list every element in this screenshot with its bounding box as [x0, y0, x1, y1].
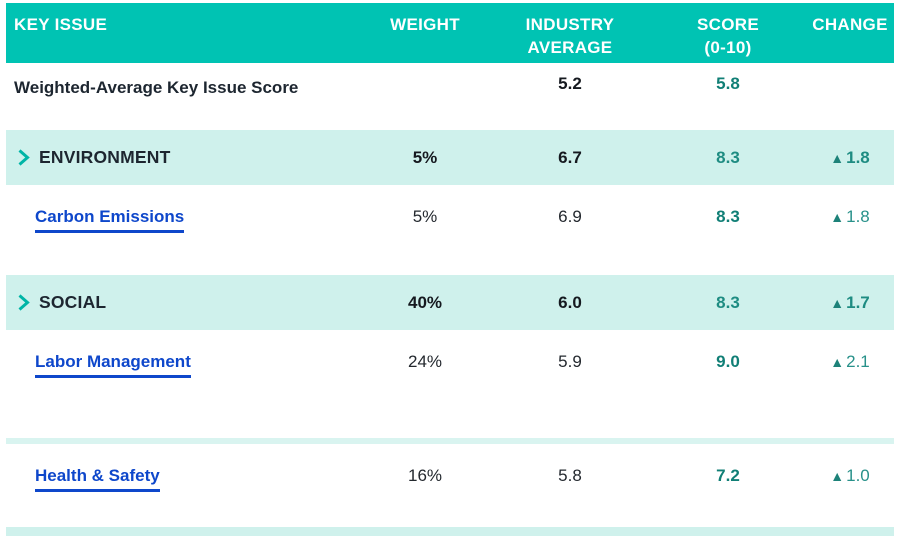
col-header-key-issue: KEY ISSUE	[6, 3, 360, 63]
col-header-score: SCORE (0-10)	[650, 3, 806, 63]
next-section-row-partial	[6, 527, 894, 536]
change-cell: ▲ 1.7	[806, 293, 894, 313]
key-issue-cell: SOCIAL	[6, 292, 360, 313]
col-header-label: SCORE	[697, 15, 759, 34]
table-row-carbon-emissions: Carbon Emissions 5% 6.9 8.3 ▲ 1.8	[6, 185, 894, 275]
change-value: 1.8	[846, 147, 870, 167]
weight-cell: 24%	[407, 352, 443, 371]
chevron-right-icon[interactable]	[17, 148, 30, 167]
section-label: ENVIRONMENT	[39, 147, 171, 167]
weight-cell	[360, 63, 490, 130]
row-separator	[6, 438, 894, 444]
summary-label: Weighted-Average Key Issue Score	[14, 78, 299, 97]
change-cell: ▲ 1.0	[806, 444, 894, 527]
industry-average-cell: 6.9	[558, 207, 582, 226]
score-cell: 5.8	[716, 74, 740, 93]
table-row-health-safety: Health & Safety 16% 5.8 7.2 ▲ 1.0	[6, 444, 894, 527]
key-issue-cell: Health & Safety	[6, 444, 360, 527]
col-header-label: CHANGE	[812, 15, 888, 34]
score-cell: 8.3	[716, 207, 740, 226]
score-cell: 8.3	[716, 292, 740, 312]
key-issue-cell: Weighted-Average Key Issue Score	[6, 63, 360, 130]
weight-cell: 40%	[407, 292, 443, 312]
col-header-label: INDUSTRY	[525, 15, 615, 34]
industry-average-cell: 6.7	[558, 147, 582, 167]
section-row-environment[interactable]: ENVIRONMENT 5% 6.7 8.3 ▲ 1.8	[6, 130, 894, 185]
triangle-up-icon: ▲	[830, 294, 845, 311]
change-value: 1.7	[846, 292, 870, 312]
change-cell: ▲ 1.8	[806, 185, 894, 275]
key-issues-table: KEY ISSUE WEIGHT INDUSTRY AVERAGE SCORE …	[6, 3, 894, 536]
col-header-industry-average: INDUSTRY AVERAGE	[490, 3, 650, 63]
key-issue-cell: Carbon Emissions	[6, 185, 360, 275]
triangle-up-icon: ▲	[830, 354, 845, 370]
triangle-up-icon: ▲	[830, 149, 845, 166]
key-issue-link[interactable]: Carbon Emissions	[35, 207, 185, 233]
industry-average-cell: 5.8	[558, 466, 582, 485]
table-row-labor-management: Labor Management 24% 5.9 9.0 ▲ 2.1	[6, 330, 894, 438]
summary-row: Weighted-Average Key Issue Score 5.2 5.8	[6, 63, 894, 130]
change-value: 1.0	[846, 466, 870, 485]
industry-average-cell: 5.2	[558, 74, 582, 93]
col-header-weight: WEIGHT	[360, 3, 490, 63]
change-value: 1.8	[846, 207, 870, 226]
industry-average-cell: 6.0	[558, 292, 582, 312]
score-cell: 8.3	[716, 147, 740, 167]
section-label: SOCIAL	[39, 292, 107, 312]
key-issue-link[interactable]: Labor Management	[35, 352, 191, 378]
section-row-social[interactable]: SOCIAL 40% 6.0 8.3 ▲ 1.7	[6, 275, 894, 330]
change-cell	[806, 63, 894, 130]
weight-cell: 5%	[412, 147, 438, 167]
score-cell: 7.2	[716, 466, 740, 485]
change-cell: ▲ 1.8	[806, 148, 894, 168]
col-header-change: CHANGE	[806, 3, 894, 63]
col-header-label: WEIGHT	[390, 15, 460, 34]
key-issue-link[interactable]: Health & Safety	[35, 466, 160, 492]
col-header-label: KEY ISSUE	[14, 15, 108, 34]
weight-cell: 5%	[412, 207, 438, 226]
triangle-up-icon: ▲	[830, 468, 845, 484]
industry-average-cell: 5.9	[558, 352, 582, 371]
key-issue-cell: ENVIRONMENT	[6, 147, 360, 168]
chevron-right-icon[interactable]	[17, 293, 30, 312]
key-issue-cell: Labor Management	[6, 330, 360, 438]
score-cell: 9.0	[716, 352, 740, 371]
triangle-up-icon: ▲	[830, 209, 845, 225]
change-value: 2.1	[846, 352, 870, 371]
change-cell: ▲ 2.1	[806, 330, 894, 438]
table-header-row: KEY ISSUE WEIGHT INDUSTRY AVERAGE SCORE …	[6, 3, 894, 63]
weight-cell: 16%	[407, 466, 443, 485]
